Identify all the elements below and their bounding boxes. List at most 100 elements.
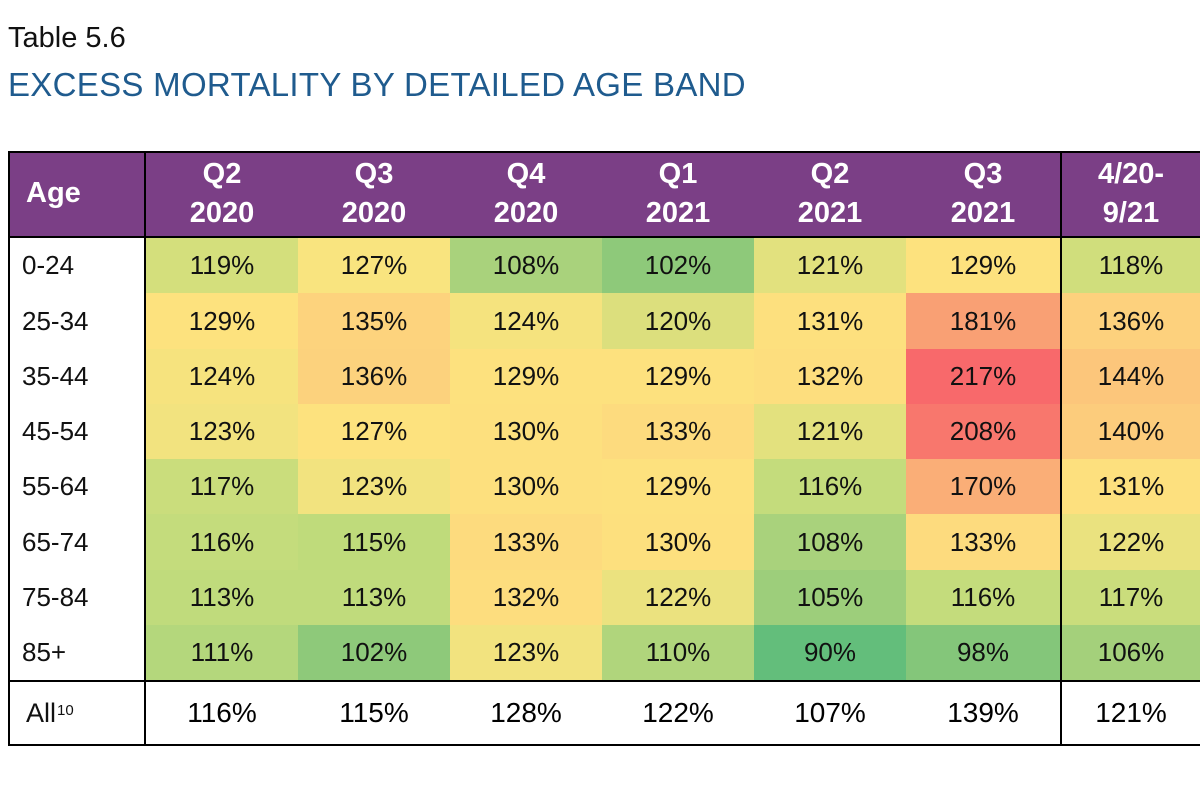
- age-column-divider: [144, 151, 146, 746]
- table-cell: 118%: [1062, 238, 1200, 293]
- column-header-line1: Q1: [658, 157, 698, 190]
- column-header-line2: 2020: [341, 197, 407, 229]
- table-cell: 129%: [602, 459, 754, 514]
- table-cell: 208%: [906, 404, 1060, 459]
- footnote-marker: 10: [57, 701, 74, 719]
- table-cell: 119%: [146, 238, 298, 293]
- table-cell: 117%: [1062, 570, 1200, 625]
- table-cell: 217%: [906, 349, 1060, 404]
- table-cell: 135%: [298, 293, 450, 349]
- header-divider: [8, 236, 1200, 238]
- table-label: Table 5.6: [8, 22, 126, 54]
- column-header-line1: Q3: [354, 157, 394, 190]
- age-column-header: Age: [8, 151, 145, 237]
- table-border-bottom: [8, 744, 1200, 746]
- column-header-line2: 2020: [493, 197, 559, 229]
- table-cell: 140%: [1062, 404, 1200, 459]
- table-cell: 170%: [906, 459, 1060, 514]
- table-cell: 130%: [602, 514, 754, 570]
- table-cell: 124%: [146, 349, 298, 404]
- age-band-label: 25-34: [22, 305, 89, 336]
- table-cell: 127%: [298, 404, 450, 459]
- table-title: EXCESS MORTALITY BY DETAILED AGE BAND: [8, 66, 746, 103]
- table-cell: 110%: [602, 625, 754, 680]
- table-cell: 132%: [450, 570, 602, 625]
- total-cell: 121%: [1095, 697, 1167, 728]
- column-header-line1: Q2: [810, 157, 850, 190]
- column-header-line1: Q2: [202, 157, 242, 190]
- table-cell: 121%: [754, 238, 906, 293]
- table-cell: 113%: [146, 570, 298, 625]
- total-cell: 107%: [794, 697, 866, 728]
- column-header-line2: 2020: [189, 197, 255, 229]
- mortality-table: Age Q2 2020 Q3 2020 Q4 2020 Q1 2021 Q2 2021 Q3 2021…: [8, 151, 1200, 746]
- table-cell: 136%: [1062, 293, 1200, 349]
- table-cell: 122%: [1062, 514, 1200, 570]
- table-cell: 132%: [754, 349, 906, 404]
- table-border-left: [8, 151, 10, 746]
- table-cell: 133%: [906, 514, 1060, 570]
- table-cell: 131%: [754, 293, 906, 349]
- table-cell: 102%: [298, 625, 450, 680]
- column-header-line2: 2021: [645, 197, 711, 229]
- column-header-7: 4/20- 9/21: [1062, 151, 1200, 237]
- table-cell: 136%: [298, 349, 450, 404]
- table-cell: 121%: [754, 404, 906, 459]
- column-header-5: Q2 2021: [754, 151, 906, 237]
- summary-column-divider: [1060, 151, 1062, 746]
- column-header-line1: Q4: [506, 157, 546, 190]
- table-cell: 123%: [146, 404, 298, 459]
- table-cell: 98%: [906, 625, 1060, 680]
- table-cell: 122%: [602, 570, 754, 625]
- table-cell: 133%: [450, 514, 602, 570]
- total-cell: 116%: [187, 697, 257, 728]
- column-header-6: Q3 2021: [906, 151, 1060, 237]
- total-cell: 115%: [339, 697, 409, 728]
- table-cell: 144%: [1062, 349, 1200, 404]
- table-cell: 116%: [906, 570, 1060, 625]
- total-label-text: All: [26, 697, 57, 728]
- table-cell: 123%: [298, 459, 450, 514]
- age-band-label: 35-44: [22, 361, 89, 391]
- table-cell: 129%: [450, 349, 602, 404]
- table-cell: 133%: [602, 404, 754, 459]
- table-cell: 116%: [754, 459, 906, 514]
- table-cell: 111%: [146, 625, 298, 680]
- table-cell: 102%: [602, 238, 754, 293]
- column-header-2: Q3 2020: [298, 151, 450, 237]
- total-row-label: All 10: [8, 680, 145, 746]
- column-header-line2: 9/21: [1102, 197, 1160, 229]
- column-header-3: Q4 2020: [450, 151, 602, 237]
- table-cell: 116%: [146, 514, 298, 570]
- table-cell: 129%: [146, 293, 298, 349]
- column-header-1: Q2 2020: [146, 151, 298, 237]
- table-cell: 120%: [602, 293, 754, 349]
- age-band-label: 85+: [22, 637, 67, 667]
- table-border-top: [8, 151, 1200, 153]
- table-cell: 129%: [602, 349, 754, 404]
- column-header-4: Q1 2021: [602, 151, 754, 237]
- total-divider: [8, 680, 1200, 682]
- total-cell: 122%: [642, 697, 714, 728]
- age-band-label: 55-64: [22, 471, 89, 501]
- table-cell: 130%: [450, 404, 602, 459]
- table-cell: 108%: [450, 238, 602, 293]
- table-cell: 106%: [1062, 625, 1200, 680]
- table-cell: 90%: [754, 625, 906, 680]
- age-band-label: 45-54: [22, 416, 89, 446]
- table-cell: 113%: [298, 570, 450, 625]
- table-cell: 105%: [754, 570, 906, 625]
- age-band-label: 0-24: [22, 250, 75, 280]
- table-cell: 123%: [450, 625, 602, 680]
- table-cell: 127%: [298, 238, 450, 293]
- age-band-label: 65-74: [22, 526, 89, 557]
- table-cell: 129%: [906, 238, 1060, 293]
- table-cell: 108%: [754, 514, 906, 570]
- table-cell: 131%: [1062, 459, 1200, 514]
- age-header-label: Age: [26, 177, 81, 210]
- column-header-line1: 4/20-: [1097, 157, 1165, 190]
- table-cell: 181%: [906, 293, 1060, 349]
- column-header-line1: Q3: [963, 157, 1003, 190]
- column-header-line2: 2021: [797, 197, 863, 229]
- total-cell: 139%: [947, 697, 1019, 728]
